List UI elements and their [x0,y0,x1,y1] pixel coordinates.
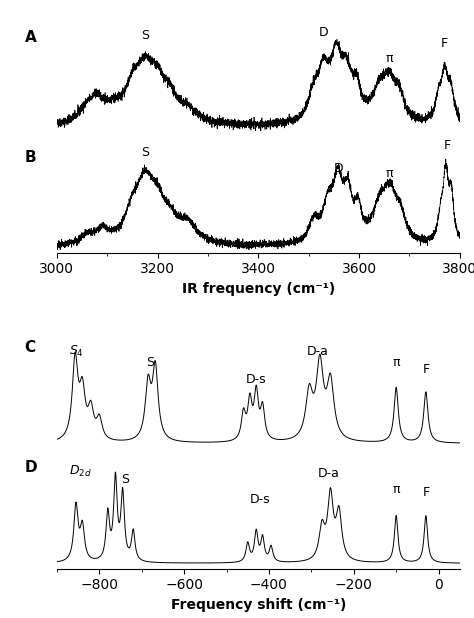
Text: D-a: D-a [307,345,328,358]
Text: D: D [334,162,344,175]
Text: π: π [392,483,400,496]
Text: D-s: D-s [246,373,266,386]
Text: D-a: D-a [318,467,339,480]
Text: S: S [141,30,149,43]
Text: S: S [121,473,129,486]
X-axis label: IR frequency (cm⁻¹): IR frequency (cm⁻¹) [182,282,335,296]
Text: F: F [444,139,451,152]
Text: D-s: D-s [250,493,271,506]
Text: S: S [141,146,149,159]
Text: A: A [25,30,36,45]
Text: F: F [422,363,429,376]
Text: C: C [25,341,36,355]
Text: $D_{2d}$: $D_{2d}$ [69,464,92,478]
Text: S: S [146,356,154,369]
X-axis label: Frequency shift (cm⁻¹): Frequency shift (cm⁻¹) [171,598,346,612]
Text: π: π [385,167,393,180]
Text: F: F [441,36,448,49]
Text: $S_4$: $S_4$ [69,344,84,358]
Text: F: F [422,486,429,499]
Text: π: π [385,53,393,66]
Text: D: D [319,27,328,40]
Text: π: π [392,356,400,369]
Text: D: D [25,460,37,475]
Text: B: B [25,150,36,165]
